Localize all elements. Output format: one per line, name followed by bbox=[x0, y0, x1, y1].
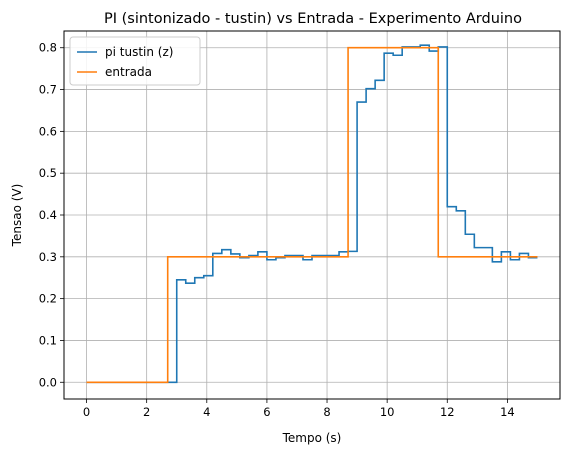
x-tick-label: 2 bbox=[143, 405, 150, 419]
x-tick-label: 0 bbox=[83, 405, 90, 419]
ticks: 0 2 4 6 8 10 12 14 0.0 0.1 0.2 0.3 0.4 0.5 0.6 0.7 0.8 bbox=[39, 41, 515, 419]
series-line-0 bbox=[86, 44, 538, 384]
y-tick-label: 0.0 bbox=[39, 375, 57, 389]
legend-box bbox=[69, 36, 201, 86]
series-line-1 bbox=[86, 46, 538, 384]
x-tick-label: 4 bbox=[203, 405, 210, 419]
x-axis-title: Tempo (s) bbox=[282, 431, 342, 445]
series-layer bbox=[86, 44, 538, 384]
grid bbox=[64, 31, 560, 399]
y-tick-label: 0.4 bbox=[39, 208, 57, 222]
legend-label-1: entrada bbox=[105, 65, 152, 79]
legend: pi tustin (z) entrada bbox=[69, 36, 201, 86]
x-tick-label: 12 bbox=[440, 405, 455, 419]
legend-label-0: pi tustin (z) bbox=[105, 45, 173, 59]
y-tick-label: 0.5 bbox=[39, 166, 57, 180]
x-tick-label: 10 bbox=[380, 405, 395, 419]
y-tick-label: 0.7 bbox=[39, 83, 57, 97]
y-tick-label: 0.6 bbox=[39, 124, 57, 138]
y-tick-label: 0.8 bbox=[39, 41, 57, 55]
x-tick-label: 6 bbox=[263, 405, 270, 419]
x-tick-label: 8 bbox=[323, 405, 330, 419]
y-tick-label: 0.1 bbox=[39, 333, 57, 347]
y-tick-label: 0.2 bbox=[39, 292, 57, 306]
y-tick-label: 0.3 bbox=[39, 250, 57, 264]
chart-title: PI (sintonizado - tustin) vs Entrada - E… bbox=[104, 11, 522, 27]
y-axis-title: Tensao (V) bbox=[10, 184, 24, 248]
x-tick-label: 14 bbox=[500, 405, 515, 419]
